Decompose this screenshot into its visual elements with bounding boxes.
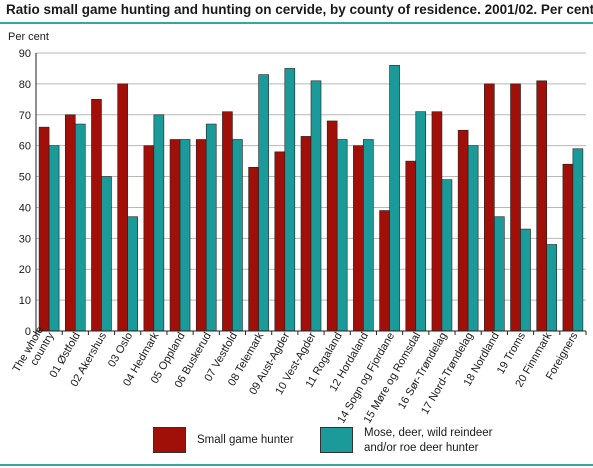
bar xyxy=(379,210,390,332)
x-tick-label: 03 Oslo xyxy=(106,331,135,370)
axes xyxy=(35,53,587,335)
bottom-rule xyxy=(0,464,593,466)
bar xyxy=(415,111,427,332)
y-tick-label: 20 xyxy=(19,264,31,276)
top-rule xyxy=(0,22,593,24)
y-tick-label: 40 xyxy=(19,202,31,214)
bar xyxy=(179,139,191,332)
bar xyxy=(38,126,50,332)
bar xyxy=(536,80,548,332)
bar xyxy=(510,83,521,332)
bar xyxy=(572,148,584,332)
bar xyxy=(363,139,374,332)
y-tick-label: 70 xyxy=(19,110,31,122)
bar xyxy=(205,123,217,332)
bar xyxy=(74,123,86,332)
bar xyxy=(336,139,348,332)
bar xyxy=(117,83,128,332)
bar xyxy=(431,111,443,332)
bar xyxy=(127,216,138,332)
bars xyxy=(38,65,584,332)
bar xyxy=(457,129,469,332)
y-tick-label: 50 xyxy=(19,172,31,184)
y-tick-label: 80 xyxy=(19,79,31,91)
bar xyxy=(91,99,102,332)
bar xyxy=(64,114,76,332)
bar xyxy=(389,65,400,332)
y-tick-label: 90 xyxy=(19,48,31,60)
y-tick-label: 10 xyxy=(19,295,31,307)
bar xyxy=(326,120,338,332)
bar xyxy=(484,83,495,332)
bar xyxy=(441,179,453,332)
bar xyxy=(300,136,312,332)
bar xyxy=(258,74,269,332)
bar xyxy=(48,145,60,332)
y-tick-label: 60 xyxy=(19,141,31,153)
y-tick-label: 0 xyxy=(25,326,31,338)
bar xyxy=(153,114,165,332)
x-tick-label-line: 03 Oslo xyxy=(106,331,135,370)
bar xyxy=(232,139,243,332)
bar xyxy=(284,68,296,332)
bar xyxy=(405,160,417,332)
bar xyxy=(248,166,259,332)
bar xyxy=(546,244,558,332)
y-axis-label: Per cent xyxy=(8,31,49,43)
y-tick-labels: 0 10 20 30 40 50 60 70 80 90 xyxy=(19,48,31,338)
chart-title: Ratio small game hunting and hunting on … xyxy=(6,2,593,17)
bar xyxy=(353,145,364,332)
bar xyxy=(562,163,574,332)
bar xyxy=(101,176,112,332)
bar xyxy=(143,145,155,332)
bar xyxy=(520,228,531,332)
bar xyxy=(467,145,479,332)
bar xyxy=(310,80,322,332)
bar xyxy=(494,216,505,332)
bar xyxy=(222,111,233,332)
bar xyxy=(274,151,286,332)
bar xyxy=(195,139,207,332)
bar xyxy=(169,139,181,332)
y-tick-label: 30 xyxy=(19,233,31,245)
